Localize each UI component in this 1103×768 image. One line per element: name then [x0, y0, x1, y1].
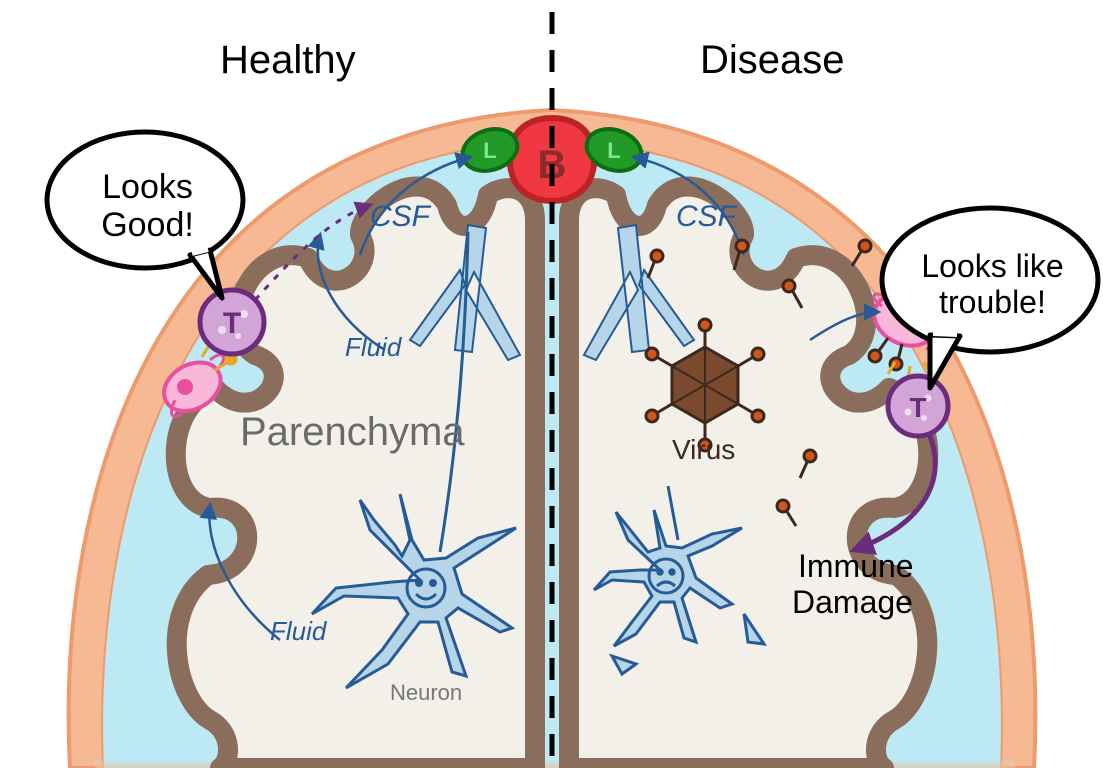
title-healthy: Healthy: [220, 38, 356, 83]
svg-text:T: T: [223, 307, 241, 340]
diagram-stage: B L L: [0, 0, 1103, 768]
svg-text:T: T: [909, 392, 926, 423]
speech-bubble-healthy: [47, 132, 243, 298]
svg-text:L: L: [483, 138, 496, 163]
tcell-healthy: T: [200, 290, 264, 354]
svg-text:L: L: [607, 138, 620, 163]
tcell-disease: T: [888, 376, 948, 436]
title-disease: Disease: [700, 38, 845, 83]
diagram-svg: B L L: [0, 0, 1103, 768]
